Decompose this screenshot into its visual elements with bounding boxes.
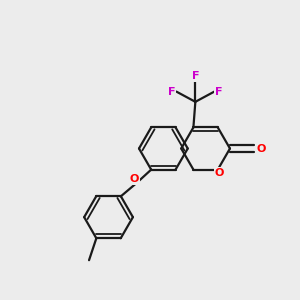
Text: O: O (130, 174, 139, 184)
Text: O: O (214, 168, 224, 178)
Text: F: F (168, 87, 175, 97)
Text: F: F (215, 87, 223, 97)
Text: O: O (256, 143, 266, 154)
Text: F: F (192, 71, 199, 81)
